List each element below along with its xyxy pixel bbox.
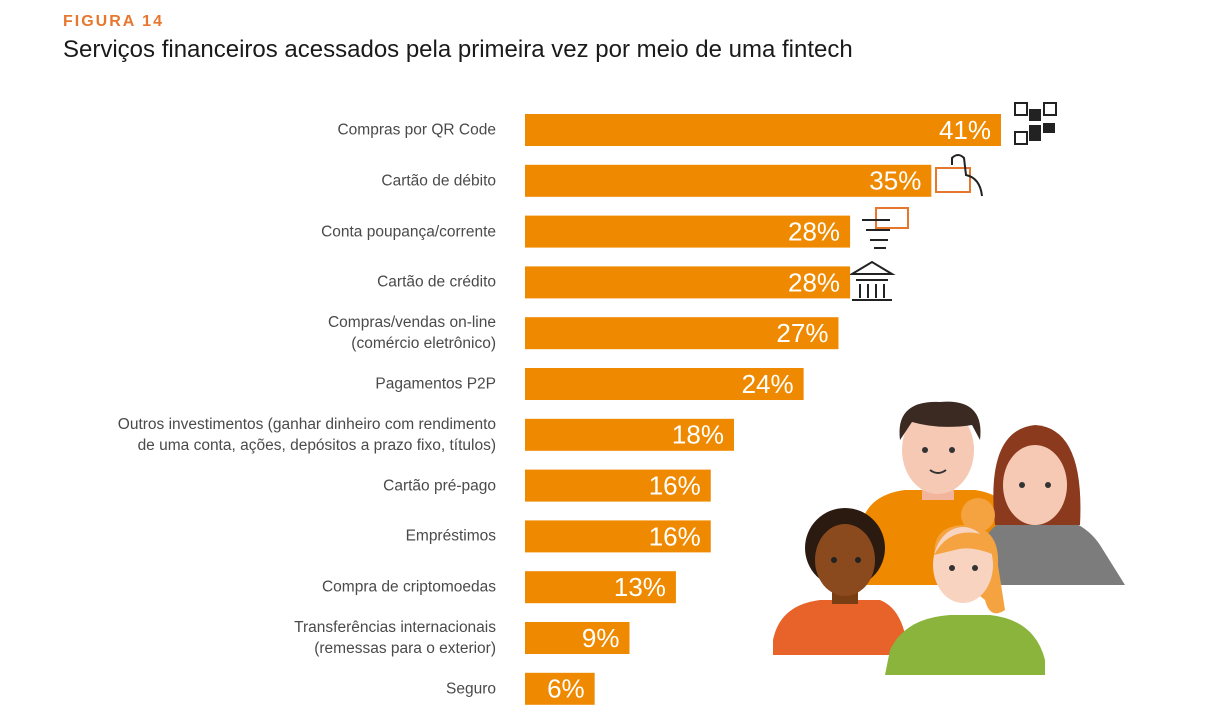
bar	[525, 672, 595, 705]
bar	[525, 266, 851, 299]
bar	[525, 469, 711, 502]
category-label: Cartão de crédito	[377, 273, 496, 291]
bar	[525, 520, 711, 553]
value-label: 13%	[614, 572, 666, 602]
category-label: Transferências internacionais (remessas …	[294, 619, 496, 657]
value-label: 16%	[649, 470, 701, 500]
value-label: 9%	[582, 623, 620, 653]
category-label: Cartão pré-pago	[383, 477, 496, 495]
category-label: Compra de criptomoedas	[321, 578, 496, 596]
bar	[525, 418, 734, 451]
bar	[525, 114, 1001, 146]
value-label: 35%	[869, 166, 921, 196]
value-label: 24%	[742, 369, 794, 399]
category-label: Compras/vendas on-line (comércio eletrôn…	[327, 314, 496, 353]
value-label: 41%	[939, 115, 991, 145]
bar	[525, 622, 630, 654]
bar	[525, 317, 839, 350]
category-label: Compras por QR Code	[337, 121, 496, 139]
category-label: Outros investimentos (ganhar dinheiro co…	[117, 415, 496, 454]
value-label: 27%	[776, 318, 828, 348]
bar	[525, 164, 932, 197]
category-label: Seguro	[446, 680, 496, 698]
illustration	[773, 401, 1125, 675]
bar	[525, 368, 804, 400]
category-label: Conta poupança/corrente	[321, 223, 496, 241]
value-label: 18%	[672, 420, 724, 450]
category-label: Empréstimos	[405, 527, 496, 545]
bar	[525, 215, 851, 248]
category-label: Pagamentos P2P	[375, 375, 496, 393]
bar	[525, 571, 676, 604]
icons	[848, 102, 1057, 301]
category-label: Cartão de débito	[381, 172, 496, 190]
value-label: 16%	[649, 521, 701, 551]
value-label: 28%	[788, 267, 840, 297]
figure-label: FIGURA 14	[63, 13, 164, 30]
value-label: 28%	[788, 216, 840, 246]
chart-title: Serviços financeiros acessados pela prim…	[63, 36, 853, 63]
value-label: 6%	[547, 674, 585, 704]
